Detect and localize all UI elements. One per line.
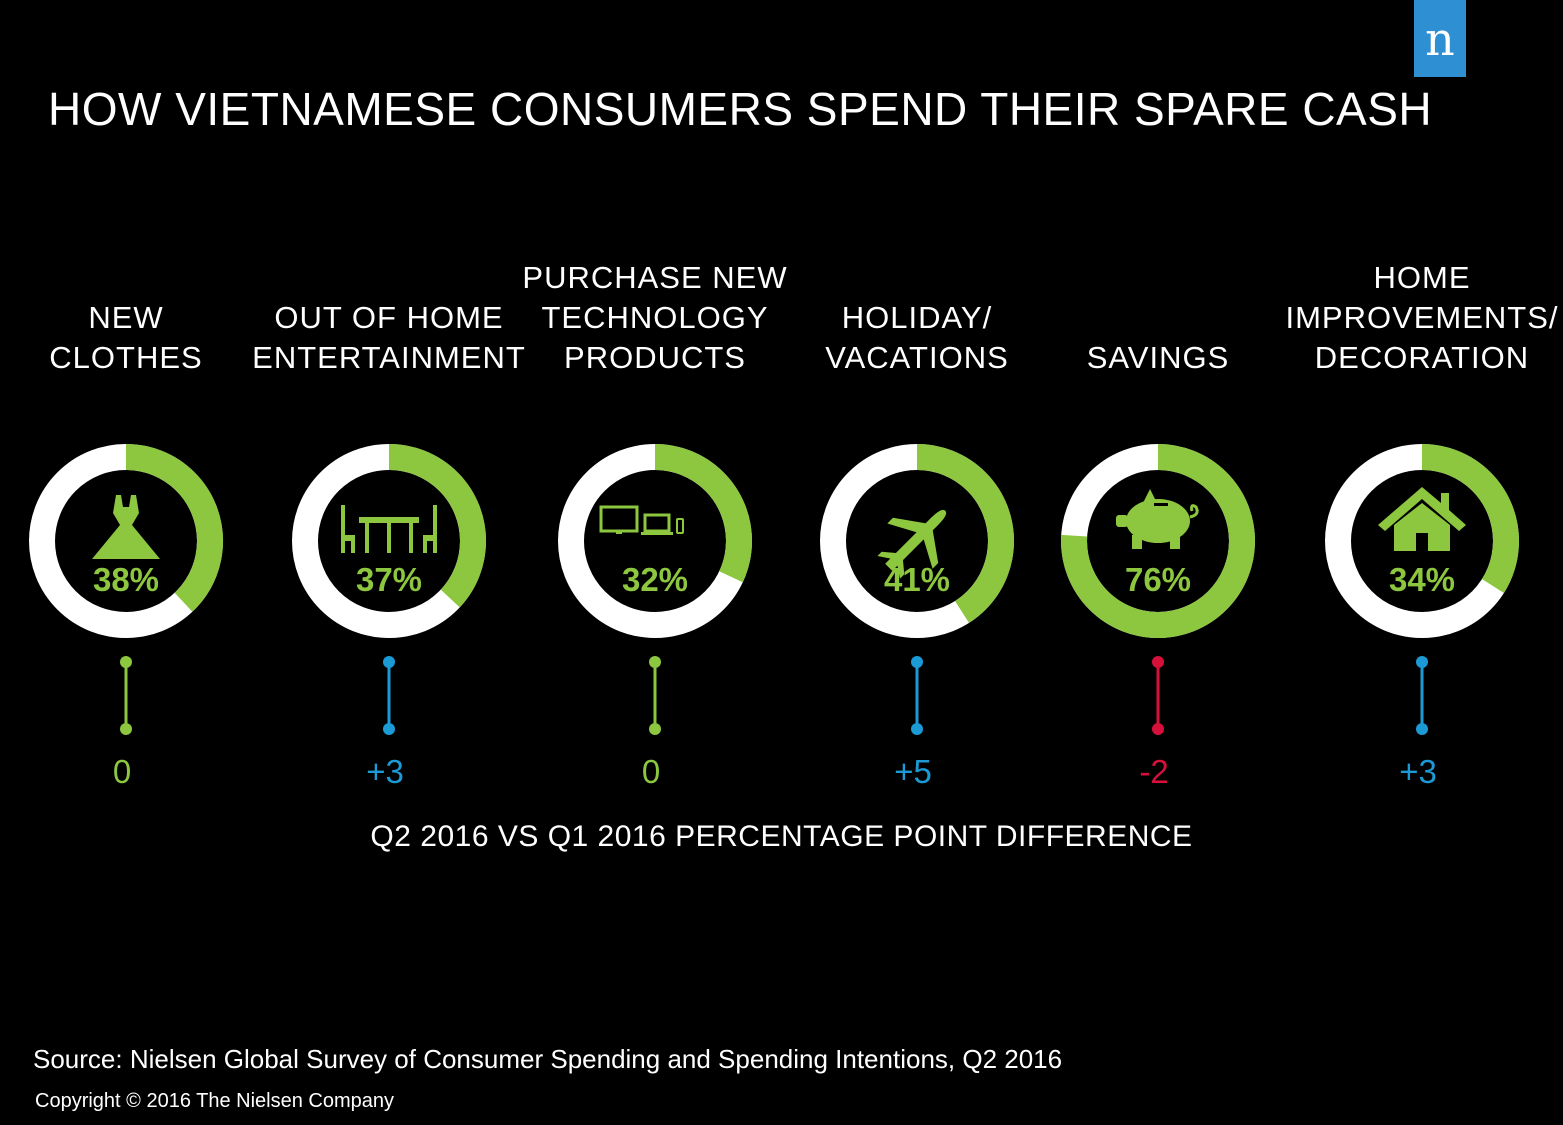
- category-label: PRODUCTS: [564, 340, 746, 375]
- page-title: HOW VIETNAMESE CONSUMERS SPEND THEIR SPA…: [48, 83, 1433, 135]
- chair-left: [341, 505, 355, 553]
- pig-leg: [1132, 535, 1142, 549]
- dining-table-icon: [341, 505, 437, 553]
- ring-value-arc: [654, 444, 752, 583]
- table-leg: [365, 523, 369, 553]
- monitor-screen: [599, 505, 639, 533]
- monitor-stand: [616, 531, 622, 534]
- devices-icon: [599, 505, 684, 535]
- table-leg: [409, 523, 413, 553]
- percent-label: 38%: [93, 561, 159, 598]
- change-dot-top: [383, 656, 395, 668]
- category-label: IMPROVEMENTS/: [1285, 300, 1558, 335]
- ring-value-arc: [1061, 444, 1255, 638]
- table-top: [359, 517, 419, 523]
- pig-body: [1126, 499, 1190, 543]
- ring-value-arc: [388, 444, 486, 608]
- category-group: SAVINGS 76% -2: [1061, 340, 1255, 790]
- change-dot-bottom: [1152, 723, 1164, 735]
- house-roof: [1378, 487, 1466, 531]
- category-group: HOME IMPROVEMENTS/DECORATION 34% +3: [1285, 260, 1558, 790]
- percent-label: 34%: [1389, 561, 1455, 598]
- piggy-bank-icon: [1116, 489, 1199, 549]
- airplane-icon: [877, 509, 947, 579]
- change-dot-top: [1152, 656, 1164, 668]
- copyright-note: Copyright © 2016 The Nielsen Company: [35, 1090, 395, 1112]
- dress-shape: [92, 495, 160, 559]
- category-label: VACATIONS: [825, 340, 1009, 375]
- pig-leg: [1170, 535, 1180, 549]
- change-dot-bottom: [383, 723, 395, 735]
- category-label: NEW: [88, 300, 163, 335]
- pig-ear: [1144, 489, 1156, 501]
- percent-label: 32%: [622, 561, 688, 598]
- change-dot-top: [649, 656, 661, 668]
- change-label: 0: [642, 753, 660, 790]
- category-label: DECORATION: [1315, 340, 1529, 375]
- nielsen-logo: n: [1414, 0, 1466, 77]
- percent-label: 76%: [1125, 561, 1191, 598]
- change-dot-bottom: [649, 723, 661, 735]
- source-note: Source: Nielsen Global Survey of Consume…: [33, 1044, 1063, 1074]
- category-label: OUT OF HOME: [274, 300, 503, 335]
- category-group: NEW CLOTHES 38% 0: [29, 300, 223, 790]
- change-dot-top: [120, 656, 132, 668]
- ring-value-arc: [916, 444, 1014, 623]
- house-icon: [1378, 487, 1466, 551]
- ring-value-arc: [1421, 444, 1519, 593]
- donut-chart: NEW CLOTHES 38% 0 OUT OF HOME ENTERTAINMENT 37…: [29, 260, 1558, 790]
- change-label: +3: [1399, 753, 1437, 790]
- house-body: [1394, 503, 1450, 551]
- percent-label: 41%: [884, 561, 950, 598]
- category-label: TECHNOLOGY: [541, 300, 768, 335]
- ring-value-arc: [125, 444, 223, 612]
- phone: [676, 518, 684, 534]
- change-label: 0: [113, 753, 131, 790]
- change-label: +5: [894, 753, 932, 790]
- category-label: PURCHASE NEW: [522, 260, 787, 295]
- airplane-group: [877, 509, 947, 579]
- category-label: HOLIDAY/: [842, 300, 992, 335]
- change-note: Q2 2016 VS Q1 2016 PERCENTAGE POINT DIFF…: [370, 820, 1193, 853]
- pig-snout: [1116, 515, 1128, 527]
- change-label: -2: [1139, 753, 1168, 790]
- change-dot-top: [911, 656, 923, 668]
- laptop-base: [641, 532, 673, 535]
- chair-right: [423, 505, 437, 553]
- pig-tail: [1189, 504, 1199, 519]
- percent-label: 37%: [356, 561, 422, 598]
- category-group: HOLIDAY/VACATIONS 41% +5: [820, 300, 1014, 790]
- category-label: CLOTHES: [49, 340, 202, 375]
- table-leg: [387, 523, 391, 553]
- change-dot-bottom: [1416, 723, 1428, 735]
- category-label: SAVINGS: [1087, 340, 1230, 375]
- category-label: ENTERTAINMENT: [252, 340, 526, 375]
- dress-icon: [92, 495, 160, 559]
- category-group: OUT OF HOME ENTERTAINMENT 37% +3: [252, 300, 526, 790]
- category-group: PURCHASE NEW TECHNOLOGY PRODUCTS 32% 0: [522, 260, 787, 790]
- coin-slot: [1154, 503, 1168, 506]
- laptop-screen: [643, 513, 671, 533]
- change-dot-bottom: [911, 723, 923, 735]
- change-dot-top: [1416, 656, 1428, 668]
- change-dot-bottom: [120, 723, 132, 735]
- category-label: HOME: [1374, 260, 1471, 295]
- change-label: +3: [366, 753, 404, 790]
